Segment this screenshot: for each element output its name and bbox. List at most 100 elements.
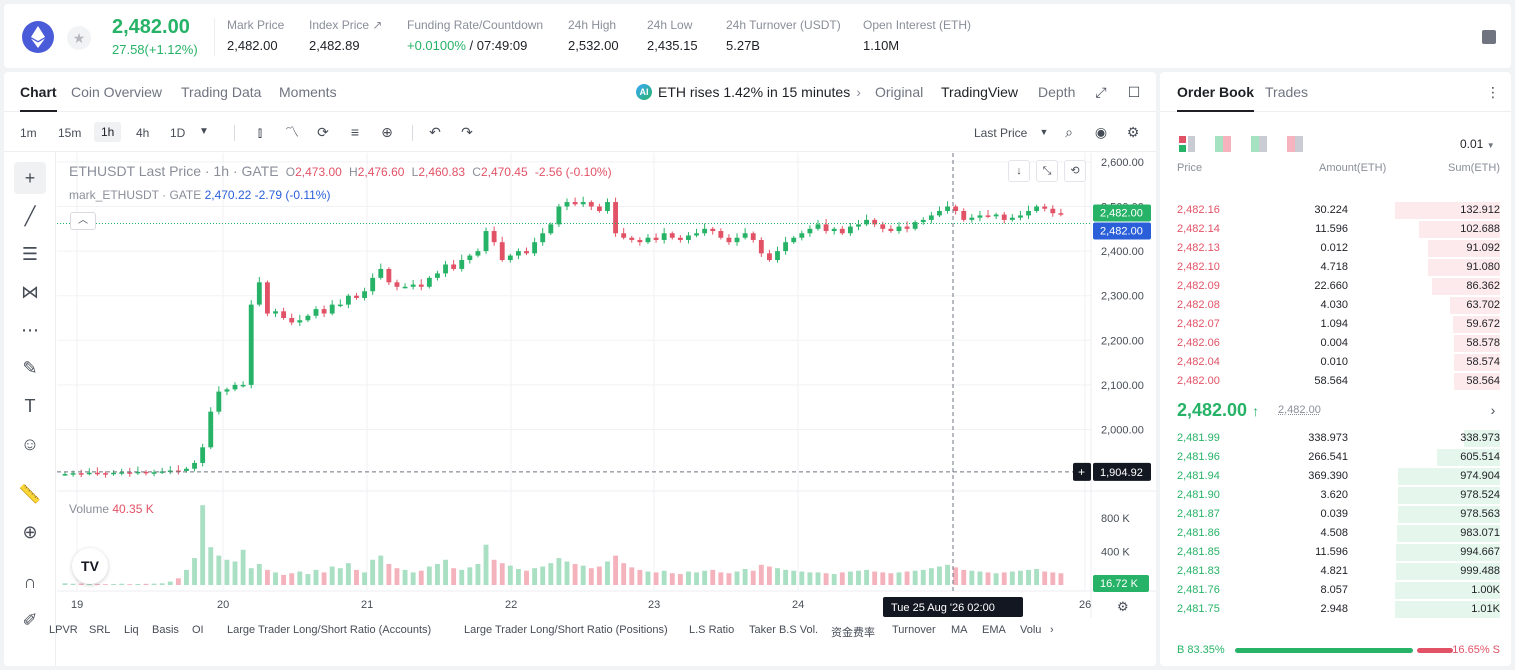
candle-body [475, 251, 481, 256]
redo-icon[interactable]: ↷ [461, 124, 473, 140]
caret-down-icon[interactable]: ▼ [199, 126, 209, 137]
chevron-right-icon[interactable]: › [1050, 624, 1054, 636]
bid-row[interactable]: 2,481.94 369.390 974.904 [1160, 467, 1511, 486]
scroll-down-icon[interactable]: ↓ [1008, 160, 1030, 182]
tab-trades[interactable]: Trades [1265, 84, 1309, 100]
tab-original[interactable]: Original [875, 84, 924, 100]
zoom-in-icon[interactable]: ⊕ [22, 522, 38, 542]
candle-body [912, 222, 918, 229]
fib-icon[interactable]: ⋯ [21, 320, 39, 340]
pattern-icon[interactable]: ⋈ [21, 282, 39, 302]
ask-row[interactable]: 2,482.16 30.224 132.912 [1160, 201, 1511, 220]
ask-row[interactable]: 2,482.09 22.660 86.362 [1160, 277, 1511, 296]
stat-index-price[interactable]: Index Price ↗ 2,482.89 [309, 18, 382, 53]
refresh-icon[interactable]: ⟲ [1064, 160, 1086, 182]
tab-order-book[interactable]: Order Book [1177, 84, 1255, 112]
indicator-oi[interactable]: OI [192, 624, 204, 636]
bids-only-icon[interactable] [1251, 136, 1267, 152]
edit-icon[interactable]: ✐ [22, 610, 38, 630]
ask-row[interactable]: 2,482.07 1.094 59.672 [1160, 315, 1511, 334]
tab-trading-data[interactable]: Trading Data [181, 84, 262, 100]
bid-row[interactable]: 2,481.99 338.973 338.973 [1160, 429, 1511, 448]
caret-down-icon[interactable]: ▼ [1039, 127, 1049, 137]
ask-row[interactable]: 2,482.14 11.596 102.688 [1160, 220, 1511, 239]
bids-asks-icon[interactable] [1215, 136, 1231, 152]
indicator-lpvr[interactable]: LPVR [49, 624, 78, 636]
price-type-select[interactable]: Last Price [974, 126, 1028, 140]
bid-row[interactable]: 2,481.90 3.620 978.524 [1160, 486, 1511, 505]
expand-icon[interactable]: ⤢ [1095, 84, 1107, 100]
fit-icon[interactable]: ⤡ [1036, 160, 1058, 182]
bid-row[interactable]: 2,481.87 0.039 978.563 [1160, 505, 1511, 524]
asks-only-icon[interactable] [1287, 136, 1303, 152]
tab-coin-overview[interactable]: Coin Overview [71, 84, 163, 100]
indicator-funding[interactable]: 资金费率 [831, 627, 875, 639]
timeframe-1h[interactable]: 1h [94, 122, 122, 142]
ask-row[interactable]: 2,482.13 0.012 91.092 [1160, 239, 1511, 258]
ask-row[interactable]: 2,482.08 4.030 63.702 [1160, 296, 1511, 315]
bid-row[interactable]: 2,481.96 266.541 605.514 [1160, 448, 1511, 467]
indicator-srl[interactable]: SRL [89, 624, 111, 636]
window-icon[interactable]: ☐ [1127, 84, 1141, 100]
add-indicator-icon[interactable]: ⊕ [381, 124, 393, 140]
chevron-right-icon[interactable]: › [1490, 402, 1496, 418]
tradingview-logo[interactable]: TV [72, 548, 108, 584]
indicator-turnover[interactable]: Turnover [892, 624, 936, 636]
indicator-basis[interactable]: Basis [152, 624, 179, 636]
crosshair-icon[interactable]: + [14, 162, 46, 194]
bid-row[interactable]: 2,481.83 4.821 999.488 [1160, 562, 1511, 581]
bid-row[interactable]: 2,481.75 2.948 1.01K [1160, 600, 1511, 619]
brush-icon[interactable]: ✎ [22, 358, 38, 378]
ask-row[interactable]: 2,482.04 0.010 58.574 [1160, 353, 1511, 372]
indicators-icon[interactable]: 〽 [285, 124, 299, 140]
ask-row[interactable]: 2,482.06 0.004 58.578 [1160, 334, 1511, 353]
last-price: 2,482.00 [112, 16, 190, 38]
indicator-lt-positions[interactable]: Large Trader Long/Short Ratio (Positions… [464, 624, 668, 636]
search-icon[interactable]: ⌕ [1065, 124, 1073, 140]
channel-icon[interactable]: ☰ [21, 244, 39, 264]
timeframe-15m[interactable]: 15m [58, 126, 82, 140]
favorite-star-icon[interactable]: ★ [67, 26, 91, 50]
bid-row[interactable]: 2,481.86 4.508 983.071 [1160, 524, 1511, 543]
timeframe-1d[interactable]: 1D [170, 126, 186, 140]
tab-tradingview[interactable]: TradingView [941, 84, 1019, 100]
bid-row[interactable]: 2,481.76 8.057 1.00K [1160, 581, 1511, 600]
undo-icon[interactable]: ↶ [429, 124, 441, 140]
indicator-ema[interactable]: EMA [982, 624, 1006, 636]
ask-row[interactable]: 2,482.00 58.564 58.564 [1160, 372, 1511, 391]
ask-row[interactable]: 2,482.10 4.718 91.080 [1160, 258, 1511, 277]
bid-row[interactable]: 2,481.85 11.596 994.667 [1160, 543, 1511, 562]
stat-mark-price: Mark Price 2,482.00 [227, 18, 284, 53]
tab-depth[interactable]: Depth [1038, 84, 1076, 100]
timeframe-4h[interactable]: 4h [136, 126, 150, 140]
indicator-taker-vol[interactable]: Taker B.S Vol. [749, 624, 819, 636]
tab-chart[interactable]: Chart [20, 84, 57, 112]
indicator-ls-ratio[interactable]: L.S Ratio [689, 624, 735, 636]
ruler-icon[interactable]: 📏 [18, 484, 42, 504]
precision-select[interactable]: 0.01 ▼ [1460, 137, 1495, 151]
book-icon[interactable] [1482, 30, 1496, 44]
indicator-ma[interactable]: MA [951, 624, 968, 636]
trend-line-icon[interactable]: ╱ [24, 206, 36, 226]
news-ticker[interactable]: AI ETH rises 1.42% in 15 minutes › [636, 84, 861, 100]
emoji-icon[interactable]: ☺ [20, 434, 40, 454]
magnet-icon[interactable]: ∩ [23, 572, 37, 592]
timeframe-1m[interactable]: 1m [20, 126, 37, 140]
template-icon[interactable]: ≡ [350, 124, 360, 140]
replay-icon[interactable]: ⟳ [317, 124, 329, 140]
camera-icon[interactable]: ◉ [1094, 124, 1108, 140]
more-icon[interactable]: ⋮ [1486, 84, 1500, 100]
candles-icon[interactable]: ⫾ [257, 124, 263, 140]
indicator-volume[interactable]: Volu [1020, 624, 1042, 636]
both-sides-icon[interactable] [1179, 136, 1195, 152]
mid-price[interactable]: 2,482.00 ↑ [1177, 400, 1259, 421]
gear-icon[interactable]: ⚙ [1126, 124, 1140, 140]
text-icon[interactable]: T [24, 396, 36, 416]
last-price-tag: 2,482.00 [1100, 208, 1143, 220]
tab-moments[interactable]: Moments [279, 84, 337, 100]
stat-value: 2,532.00 [568, 38, 619, 53]
indicator-lt-accounts[interactable]: Large Trader Long/Short Ratio (Accounts) [227, 624, 432, 636]
price-chart[interactable]: 2,600.002,500.002,400.002,300.002,200.00… [57, 153, 1156, 618]
indicator-liq[interactable]: Liq [124, 624, 139, 636]
collapse-legend-icon[interactable]: ︿ [70, 212, 96, 230]
